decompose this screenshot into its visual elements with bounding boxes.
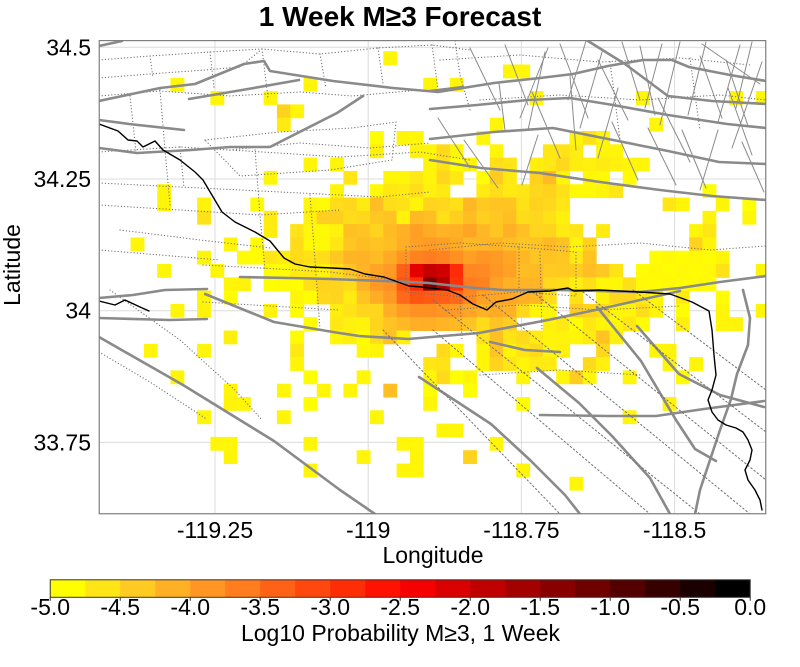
svg-text:34.5: 34.5 bbox=[46, 34, 91, 60]
svg-text:Latitude: Latitude bbox=[0, 224, 25, 306]
svg-text:-119: -119 bbox=[346, 517, 390, 543]
svg-text:Log10 Probability M≥3, 1 Week: Log10 Probability M≥3, 1 Week bbox=[241, 620, 561, 646]
svg-text:-2.5: -2.5 bbox=[380, 594, 420, 620]
svg-text:34: 34 bbox=[65, 298, 91, 324]
svg-text:-118.75: -118.75 bbox=[483, 517, 559, 543]
svg-text:-5.0: -5.0 bbox=[30, 594, 70, 620]
svg-text:Longitude: Longitude bbox=[382, 542, 483, 568]
svg-text:-0.5: -0.5 bbox=[660, 594, 700, 620]
svg-text:1 Week M≥3 Forecast: 1 Week M≥3 Forecast bbox=[259, 1, 542, 32]
svg-text:-2.0: -2.0 bbox=[450, 594, 490, 620]
svg-text:33.75: 33.75 bbox=[33, 429, 91, 455]
svg-text:-4.5: -4.5 bbox=[100, 594, 140, 620]
svg-text:-3.5: -3.5 bbox=[240, 594, 280, 620]
svg-text:-1.0: -1.0 bbox=[590, 594, 630, 620]
svg-text:-4.0: -4.0 bbox=[170, 594, 210, 620]
svg-text:-119.25: -119.25 bbox=[177, 517, 253, 543]
svg-text:34.25: 34.25 bbox=[33, 166, 91, 192]
svg-text:0.0: 0.0 bbox=[734, 594, 766, 620]
svg-text:-118.5: -118.5 bbox=[643, 517, 707, 543]
svg-text:-3.0: -3.0 bbox=[310, 594, 350, 620]
svg-text:-1.5: -1.5 bbox=[520, 594, 560, 620]
